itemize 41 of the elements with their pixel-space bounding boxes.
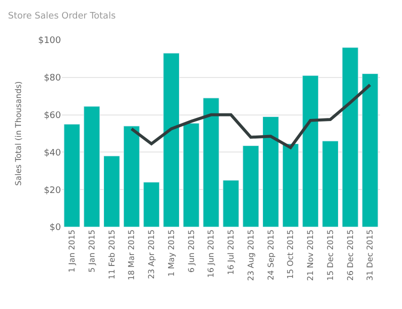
line-series: [130, 83, 372, 150]
bar: [342, 47, 358, 227]
x-tick-label: 5 Jan 2015: [87, 230, 96, 272]
chart-title: Store Sales Order Totals: [8, 12, 116, 22]
x-tick-label: 21 Nov 2015: [306, 230, 316, 281]
x-tick-label: 23 Aug 2015: [246, 230, 256, 281]
x-tick-label: 16 Jul 2015: [226, 230, 236, 275]
bar: [282, 144, 299, 227]
bar: [143, 182, 160, 227]
y-tick-label: $80: [44, 74, 62, 84]
x-tick-label: 16 Jun 2015: [206, 230, 216, 278]
x-tick-label: 23 Apr 2015: [147, 230, 156, 280]
bar: [262, 116, 279, 227]
x-tick-label: 15 Dec 2015: [326, 230, 335, 281]
x-tick-label: 1 May 2015: [166, 230, 176, 277]
y-tick-label: $20: [44, 186, 62, 196]
x-tick-label: 11 Feb 2015: [107, 230, 116, 280]
x-tick-label: 31 Dec 2015: [366, 230, 375, 281]
bar: [242, 145, 260, 227]
bar: [222, 180, 240, 227]
bar: [123, 126, 140, 227]
y-tick-label: $40: [44, 148, 62, 158]
x-tick-label: 1 Jan 2015: [68, 230, 77, 272]
y-tick-label: $60: [44, 110, 62, 121]
y-tick-label: $100: [38, 36, 62, 46]
bar: [202, 98, 220, 227]
bar: [84, 106, 100, 227]
x-tick-label: 15 Oct 2015: [286, 230, 296, 280]
bar: [362, 73, 378, 227]
y-axis-title: Sales Total (in Thousands): [14, 81, 23, 186]
bar: [322, 140, 339, 227]
x-tick-label: 6 Jun 2015: [186, 230, 196, 273]
x-tick-label: 26 Dec 2015: [346, 230, 355, 281]
x-tick-label: 18 Mar 2015: [127, 230, 136, 280]
bar: [163, 52, 180, 227]
bar: [302, 75, 319, 227]
bar: [182, 122, 200, 227]
x-tick-label: 24 Sep 2015: [266, 230, 276, 280]
bar: [64, 124, 80, 227]
y-tick-label: $0: [50, 223, 62, 234]
bar: [103, 156, 120, 227]
